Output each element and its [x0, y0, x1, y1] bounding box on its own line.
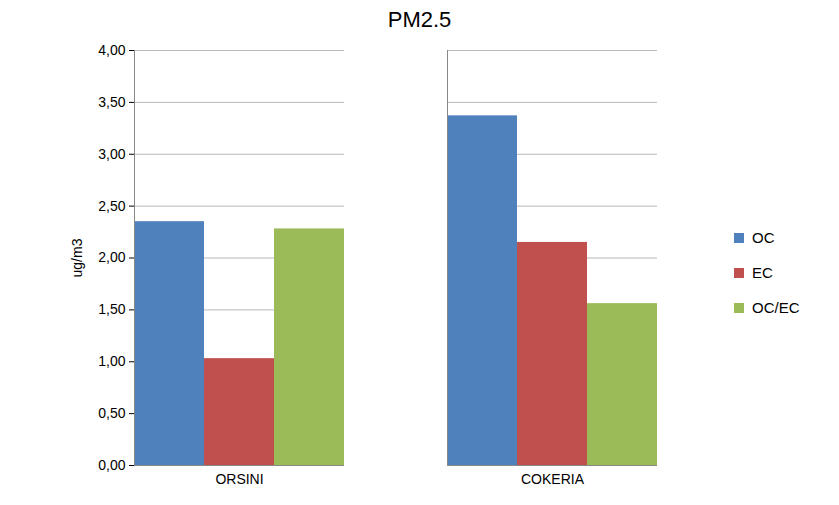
html-text:PM2.5: PM2.5	[387, 7, 452, 32]
svg-text:2,00: 2,00	[98, 249, 125, 265]
svg-text:ug/m3: ug/m3	[69, 238, 85, 277]
svg-text:0,00: 0,00	[98, 457, 125, 473]
svg-text:1,50: 1,50	[98, 301, 125, 317]
svg-text:3,50: 3,50	[98, 94, 125, 110]
svg-text:4,00: 4,00	[98, 42, 125, 58]
svg-text:3,00: 3,00	[98, 146, 125, 162]
svg-text:ORSINI: ORSINI	[215, 471, 263, 487]
svg-text:COKERIA: COKERIA	[521, 471, 585, 487]
svg-text:1,00: 1,00	[98, 353, 125, 369]
svg-text:0,50: 0,50	[98, 405, 125, 421]
svg-text:2,50: 2,50	[98, 198, 125, 214]
html-text:OC/EC: OC/EC	[752, 299, 800, 316]
html-text:EC: EC	[752, 264, 773, 281]
html-text:OC: OC	[752, 229, 775, 246]
